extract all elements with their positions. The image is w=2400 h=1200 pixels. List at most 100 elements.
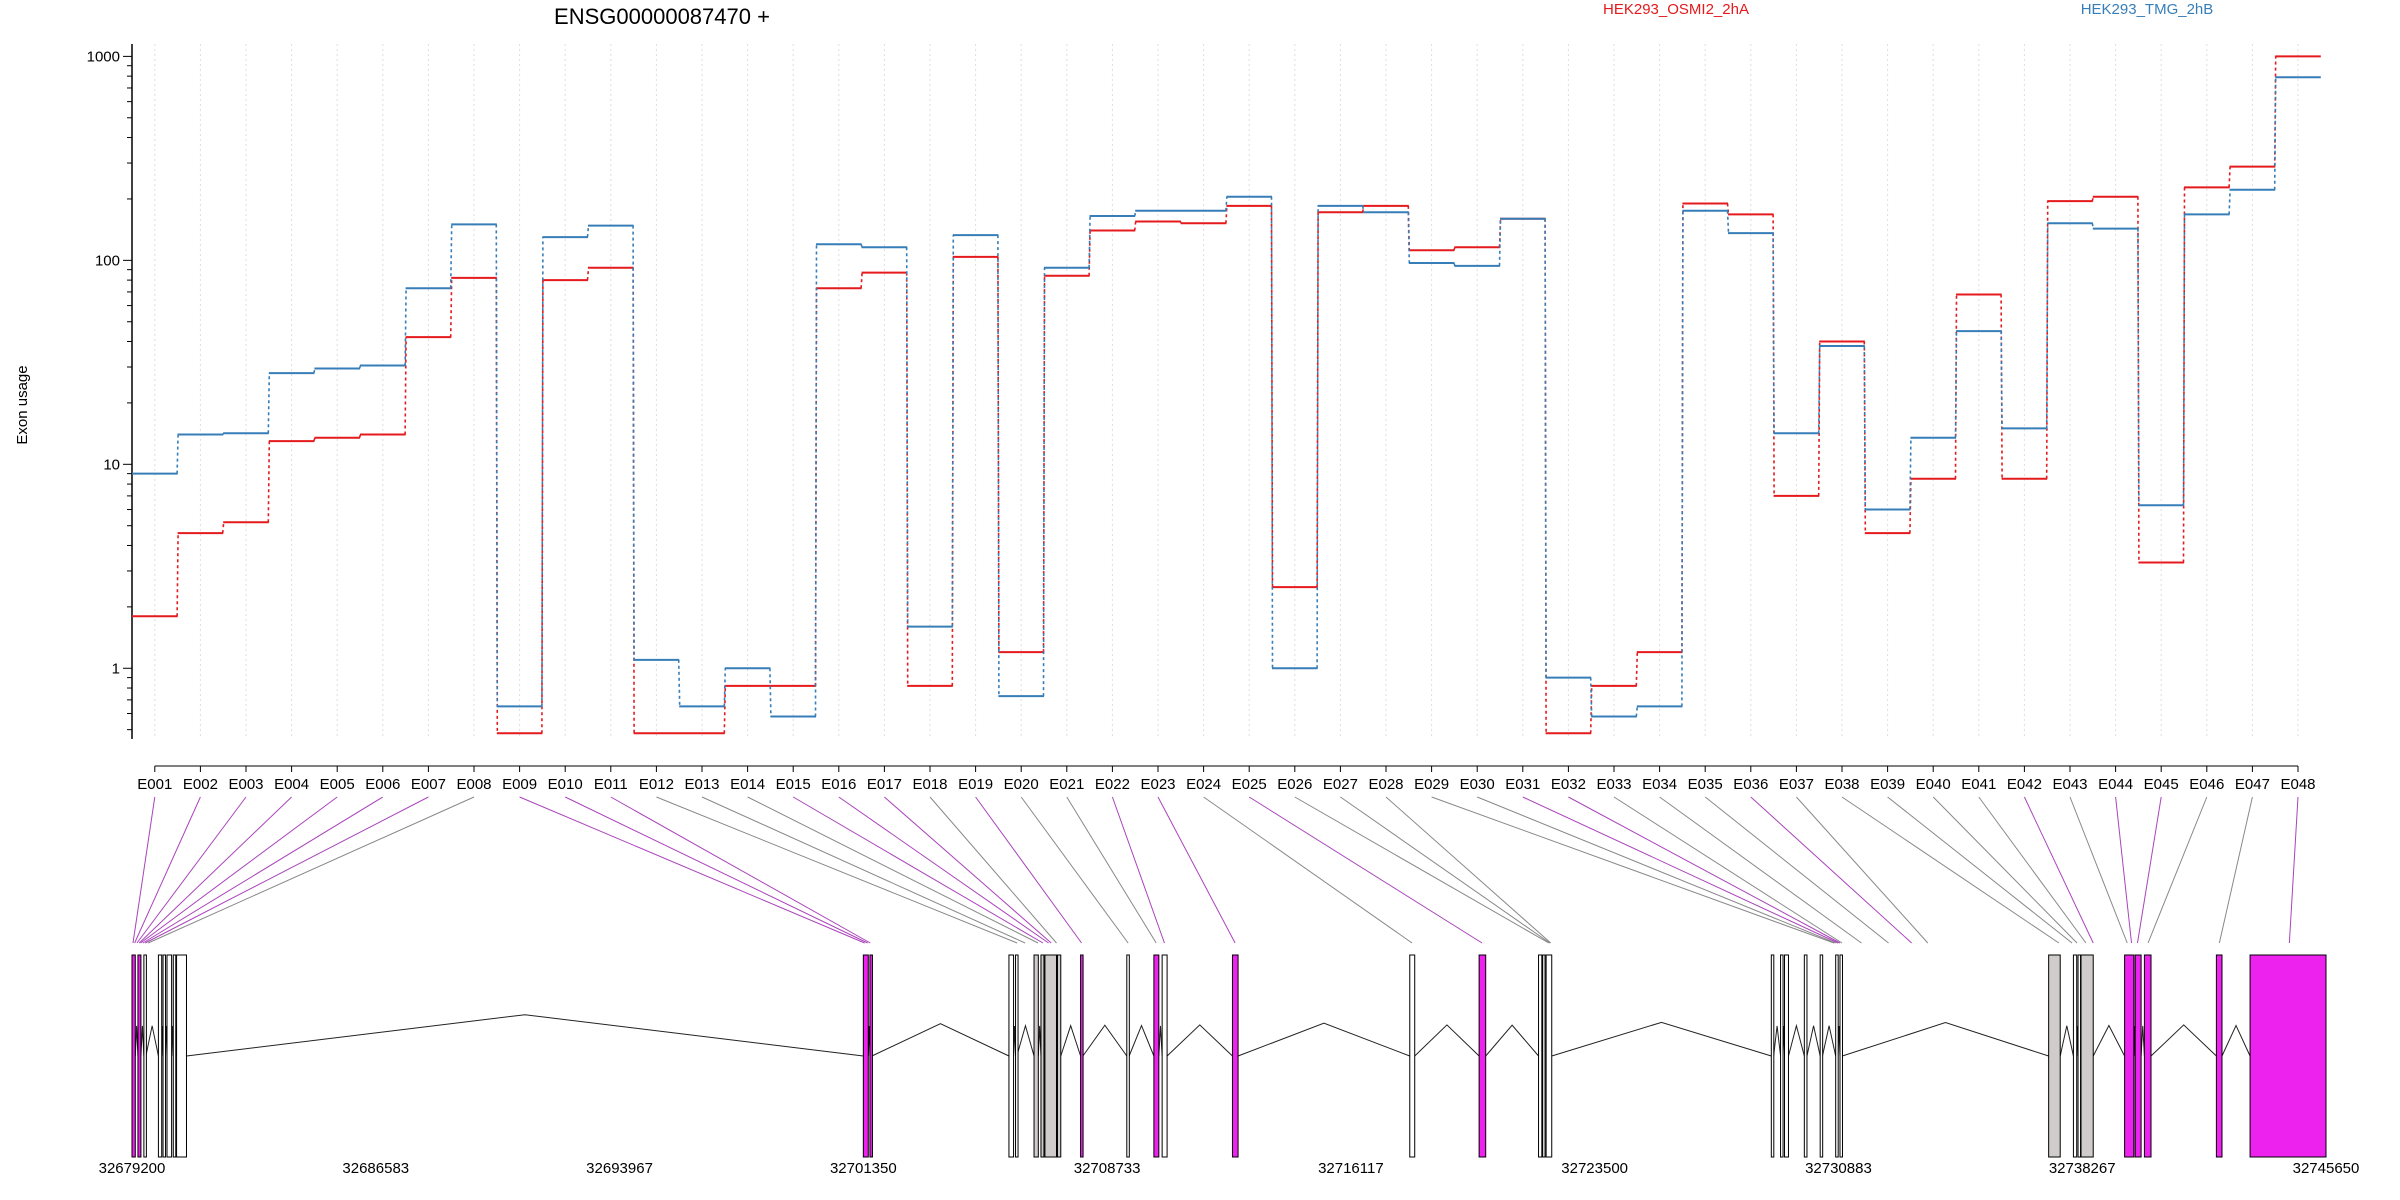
exon-block <box>1008 954 1015 1158</box>
data-riser <box>586 267 590 281</box>
data-riser <box>1772 233 1775 434</box>
intron-line <box>1806 1025 1821 1057</box>
data-riser <box>2091 223 2095 229</box>
x-tick-label: E048 <box>2280 776 2315 793</box>
exon-block <box>1126 954 1130 1158</box>
exon-connector <box>929 796 1057 944</box>
exon-connector <box>1431 796 1835 944</box>
intron-line <box>1166 1024 1233 1057</box>
x-tick-label: E028 <box>1368 776 1403 793</box>
exon-block <box>1080 954 1084 1158</box>
intron-line <box>2140 1025 2145 1057</box>
data-riser <box>1681 210 1684 707</box>
exon-connector <box>2288 796 2299 944</box>
data-riser <box>814 244 818 717</box>
x-tick-label: E042 <box>2007 776 2042 793</box>
exon-block <box>2249 954 2327 1158</box>
intron-line <box>1842 1022 2049 1057</box>
data-riser <box>2228 189 2231 215</box>
exon-block <box>172 954 177 1158</box>
data-riser <box>313 368 316 374</box>
exon-block <box>1409 954 1416 1158</box>
data-riser <box>1589 685 1593 734</box>
x-tick-label: E020 <box>1004 776 1039 793</box>
x-tick-label: E025 <box>1232 776 1267 793</box>
exon-connector <box>1294 796 1550 944</box>
data-riser <box>1909 478 1912 534</box>
data-riser <box>723 668 727 707</box>
data-riser <box>677 659 681 707</box>
x-tick-label: E010 <box>548 776 583 793</box>
genomic-tick-label: 32686583 <box>342 1160 409 1177</box>
exon-block <box>1040 954 1045 1158</box>
legend-series-a: HEK293_OSMI2_2hA <box>1603 1 1749 18</box>
gene-model <box>131 954 2327 1158</box>
exon-connector <box>610 796 871 944</box>
intron-line <box>1414 1024 1480 1057</box>
exon-block <box>2215 954 2223 1158</box>
data-riser <box>1909 437 1912 510</box>
genomic-tick-label: 32708733 <box>1074 1160 1141 1177</box>
exon-block <box>1541 954 1546 1158</box>
x-tick-label: E023 <box>1140 776 1175 793</box>
x-tick-label: E019 <box>958 776 993 793</box>
data-riser <box>1042 275 1046 653</box>
data-riser <box>1863 341 1867 534</box>
data-riser <box>1544 218 1547 734</box>
data-riser <box>1133 210 1137 217</box>
x-tick-label: E013 <box>684 776 719 793</box>
data-riser <box>1817 346 1821 434</box>
exon-connector <box>132 796 156 944</box>
x-tick-label: E003 <box>228 776 263 793</box>
x-tick-label: E001 <box>137 776 172 793</box>
data-riser <box>1316 212 1319 588</box>
intron-line <box>1551 1021 1772 1057</box>
exon-connector <box>2069 796 2128 944</box>
x-tick-label: E005 <box>320 776 355 793</box>
exon-connector <box>1248 796 1483 944</box>
intron-line <box>1158 1025 1163 1057</box>
exon-connector <box>140 796 338 944</box>
data-riser <box>1726 210 1730 234</box>
exon-connector <box>1111 796 1165 944</box>
exon-block <box>1780 954 1784 1158</box>
chart-title: ENSG00000087470 + <box>554 4 770 29</box>
exon-connectors <box>132 796 2299 944</box>
exon-connector <box>792 796 1044 944</box>
x-tick-label: E015 <box>776 776 811 793</box>
exon-connector <box>1522 796 1839 944</box>
data-riser <box>2045 201 2049 479</box>
exon-connector <box>838 796 1049 944</box>
exon-block <box>2048 954 2061 1158</box>
exon-block <box>2134 954 2142 1158</box>
intron-line <box>871 1023 1010 1057</box>
data-riser <box>1361 205 1365 213</box>
x-tick-label: E022 <box>1095 776 1130 793</box>
x-tick-label: E029 <box>1414 776 1449 793</box>
data-riser <box>2091 196 2095 202</box>
x-tick-label: E034 <box>1642 776 1677 793</box>
intron-line <box>2059 1025 2074 1057</box>
exon-connector <box>1613 796 1843 944</box>
x-tick-label: E012 <box>639 776 674 793</box>
data-riser <box>1133 221 1137 231</box>
exon-connector <box>1841 796 2060 944</box>
exon-connector <box>1066 796 1157 944</box>
data-riser <box>449 224 453 289</box>
x-tick-label: E006 <box>365 776 400 793</box>
exon-block <box>2143 954 2152 1158</box>
y-axis: 1 10 100 1000 <box>87 44 133 739</box>
genomic-tick-label: 32693967 <box>586 1160 653 1177</box>
x-tick-label: E017 <box>867 776 902 793</box>
x-tick-label: E030 <box>1460 776 1495 793</box>
grid-lines <box>154 44 2299 739</box>
y-tick-label: 1 <box>112 660 120 677</box>
exon-connector <box>1978 796 2087 944</box>
exon-connector <box>147 796 475 944</box>
exon-block <box>1153 954 1160 1158</box>
genomic-tick-label: 32738267 <box>2049 1160 2116 1177</box>
intron-line <box>2221 1024 2251 1057</box>
data-riser <box>951 235 955 627</box>
exon-block <box>1545 954 1553 1158</box>
x-tick-label: E018 <box>912 776 947 793</box>
